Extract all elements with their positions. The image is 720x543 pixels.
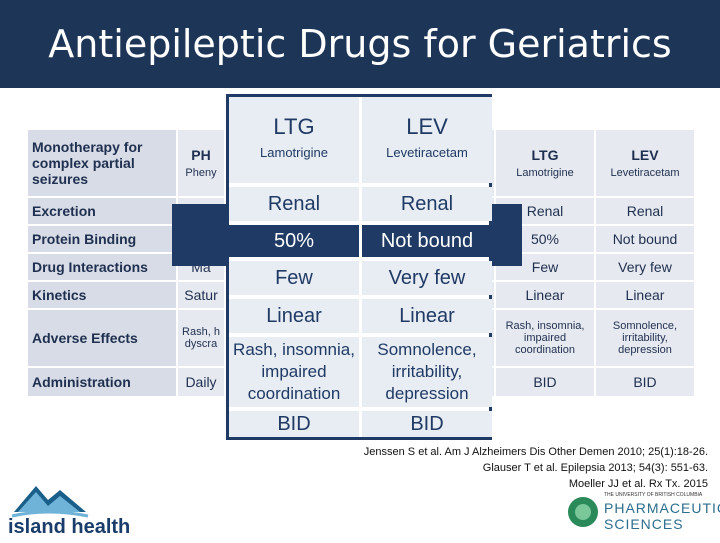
title-bar [0, 0, 720, 88]
row-label: Excretion [28, 198, 176, 224]
zoom-lev-administration: BID [362, 411, 492, 437]
zoom-ltg-header: LTG Lamotrigine [229, 97, 359, 183]
zoom-ltg-adverse: Rash, insomnia, impaired coordination [229, 337, 359, 407]
zoom-lev-interactions: Very few [362, 261, 492, 295]
reference-line: Jenssen S et al. Am J Alzheimers Dis Oth… [363, 446, 708, 458]
slide-title: Antiepileptic Drugs for Geriatrics [48, 22, 672, 66]
zoom-lev-excretion: Renal [362, 187, 492, 221]
zoom-ltg-administration: BID [229, 411, 359, 437]
sciences-text: SCIENCES [604, 516, 684, 532]
reference-line: Glauser T et al. Epilepsia 2013; 54(3): … [482, 462, 708, 474]
island-health-wordmark: island health [8, 516, 131, 538]
ltg-kinetics: Linear [496, 282, 594, 308]
mountain-icon [11, 486, 89, 518]
row-label: Monotherapy for complex partial seizures [28, 130, 176, 196]
partial-col-header: PH Pheny [178, 130, 224, 196]
lev-kinetics: Linear [596, 282, 694, 308]
row-label: Protein Binding [28, 226, 176, 252]
zoom-ltg-interactions: Few [229, 261, 359, 295]
island-health-logo: island health [8, 478, 138, 538]
zoom-ltg-excretion: Renal [229, 187, 359, 221]
zoom-ltg-kinetics: Linear [229, 299, 359, 333]
crest-icon [568, 497, 598, 527]
lev-administration: BID [596, 368, 694, 396]
pharma-text: PHARMACEUTICAL [604, 500, 720, 516]
row-label: Drug Interactions [28, 254, 176, 280]
zoom-ltg-protein: 50% [229, 225, 359, 257]
row-label: Adverse Effects [28, 310, 176, 366]
row-label: Administration [28, 368, 176, 396]
partial-cell: Satur [178, 282, 224, 308]
zoom-lev-protein: Not bound [362, 225, 492, 257]
partial-cell: Daily [178, 368, 224, 396]
ltg-adverse: Rash, insomnia, impaired coordination [496, 310, 594, 366]
ltg-administration: BID [496, 368, 594, 396]
ltg-header: LTG Lamotrigine [496, 130, 594, 196]
zoom-lev-adverse: Somnolence, irritability, depression [362, 337, 492, 407]
zoom-lev-column: LEV Levetiracetam Renal Not bound Very fe… [362, 97, 492, 437]
zoom-lev-kinetics: Linear [362, 299, 492, 333]
reference-line: Moeller JJ et al. Rx Tx. 2015 [568, 478, 708, 490]
zoom-callout: LTG Lamotrigine Renal 50% Few Linear Rash… [226, 94, 492, 440]
ubc-pharmsci-logo: THE UNIVERSITY OF BRITISH COLUMBIA PHARM… [566, 492, 720, 534]
lev-header: LEV Levetiracetam [596, 130, 694, 196]
references: Jenssen S et al. Am J Alzheimers Dis Oth… [364, 444, 708, 492]
partial-cell: Rash, h dyscra [178, 310, 224, 366]
ubc-text: THE UNIVERSITY OF BRITISH COLUMBIA [604, 492, 703, 498]
lev-protein: Not bound [596, 226, 694, 252]
lev-excretion: Renal [596, 198, 694, 224]
lev-interactions: Very few [596, 254, 694, 280]
zoom-ltg-column: LTG Lamotrigine Renal 50% Few Linear Rash… [229, 97, 359, 437]
lev-adverse: Somnolence, irritability, depression [596, 310, 694, 366]
zoom-lev-header: LEV Levetiracetam [362, 97, 492, 183]
row-label: Kinetics [28, 282, 176, 308]
